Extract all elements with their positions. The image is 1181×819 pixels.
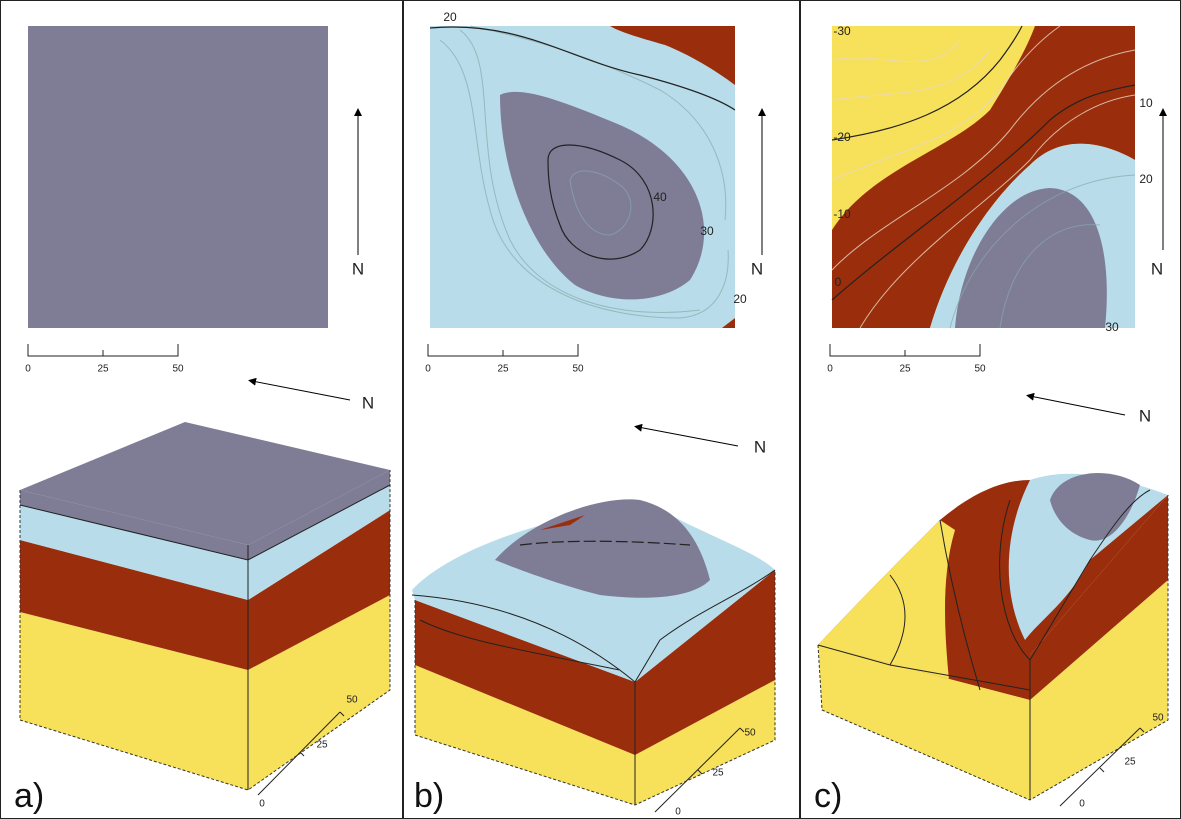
block-scale-label: 50 xyxy=(346,695,358,706)
contour-label: 30 xyxy=(700,224,714,238)
panel-label: c) xyxy=(814,777,842,815)
north-label: N xyxy=(1151,259,1163,278)
contour-label: 10 xyxy=(1139,96,1153,110)
contour-label: 30 xyxy=(1105,320,1119,334)
contour-label: 20 xyxy=(733,292,747,306)
scale-label: 0 xyxy=(425,364,431,375)
scale-label: 0 xyxy=(25,364,31,375)
block-scale-label: 0 xyxy=(1079,799,1085,810)
north-label: N xyxy=(754,437,766,456)
panel-label: b) xyxy=(414,777,444,815)
block-scale-label: 50 xyxy=(744,728,756,739)
contour-label: -20 xyxy=(833,130,851,144)
block-scale-label: 25 xyxy=(316,740,328,751)
north-label: N xyxy=(751,259,763,278)
block-scale-label: 50 xyxy=(1152,713,1164,724)
block-scale-label: 25 xyxy=(1124,757,1136,768)
block-scale-label: 25 xyxy=(712,768,724,779)
scale-label: 25 xyxy=(899,364,911,375)
north-label: N xyxy=(352,259,364,278)
map xyxy=(832,26,1135,328)
contour-label: -10 xyxy=(833,207,851,221)
block-scale-label: 0 xyxy=(259,799,265,810)
contour-label: -30 xyxy=(833,24,851,38)
scale-label: 50 xyxy=(572,364,584,375)
scale-label: 50 xyxy=(974,364,986,375)
scale-label: 25 xyxy=(497,364,509,375)
scale-label: 25 xyxy=(97,364,109,375)
north-label: N xyxy=(1139,406,1151,425)
map-part xyxy=(28,26,328,328)
contour-label: 20 xyxy=(443,10,457,24)
map xyxy=(28,26,328,328)
panel-label: a) xyxy=(14,777,44,815)
north-label: N xyxy=(362,393,374,412)
contour-label: 20 xyxy=(1139,172,1153,186)
contour-label: 0 xyxy=(835,275,842,289)
contour-label: 40 xyxy=(653,190,667,204)
block-scale-label: 0 xyxy=(675,807,681,818)
scale-label: 50 xyxy=(172,364,184,375)
figure: N 0 25 50 N 50 25 0 a) 20 40 30 20 xyxy=(0,0,1181,819)
scale-label: 0 xyxy=(827,364,833,375)
map xyxy=(430,26,735,328)
